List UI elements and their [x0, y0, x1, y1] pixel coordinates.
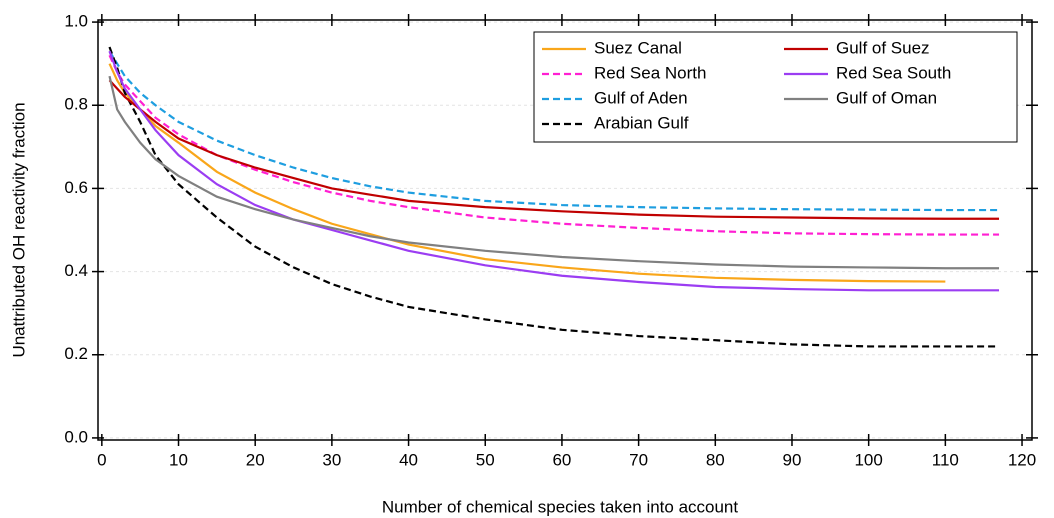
series-line: [108, 50, 1000, 292]
x-tick-label: 80: [706, 450, 725, 469]
legend-label: Red Sea South: [836, 63, 951, 82]
x-tick-label: 60: [552, 450, 571, 469]
legend-label: Gulf of Aden: [594, 88, 688, 107]
legend-label: Arabian Gulf: [594, 113, 689, 132]
x-tick-label: 110: [932, 450, 959, 469]
x-tick-label: 20: [246, 450, 265, 469]
y-tick-label: 0.4: [64, 261, 88, 280]
series-line: [108, 75, 1000, 270]
y-tick-label: 1.0: [64, 12, 88, 31]
x-tick-label: 50: [476, 450, 495, 469]
y-tick-label: 0.2: [64, 344, 88, 363]
legend-box: [533, 31, 1018, 143]
y-tick-label: 0.6: [64, 178, 88, 197]
y-tick-label: 0.0: [64, 427, 88, 446]
y-axis-label: Unattributed OH reactivity fraction: [9, 102, 28, 357]
legend-label: Gulf of Oman: [836, 88, 937, 107]
x-tick-label: 40: [399, 450, 418, 469]
legend-label: Red Sea North: [594, 63, 706, 82]
x-axis-label: Number of chemical species taken into ac…: [382, 497, 739, 516]
series-line: [108, 54, 1000, 236]
x-tick-label: 120: [1008, 450, 1036, 469]
x-tick-label: 0: [97, 450, 106, 469]
series-line: [108, 46, 1000, 348]
y-tick-label: 0.8: [64, 95, 88, 114]
x-tick-label: 100: [854, 450, 882, 469]
series-line: [108, 50, 1000, 212]
x-tick-label: 70: [629, 450, 648, 469]
plot-frame: [97, 19, 1033, 441]
x-tick-label: 30: [322, 450, 341, 469]
x-tick-label: 90: [783, 450, 802, 469]
legend-label: Suez Canal: [594, 38, 682, 57]
legend-label: Gulf of Suez: [836, 38, 930, 57]
x-tick-label: 10: [169, 450, 188, 469]
